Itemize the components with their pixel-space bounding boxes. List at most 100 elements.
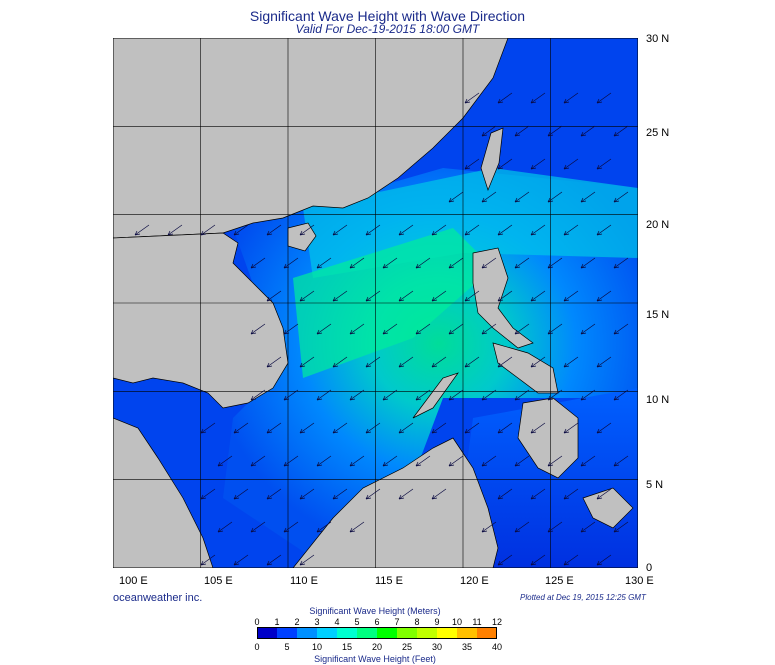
wave-arrow [514, 521, 530, 533]
wave-arrow [481, 455, 497, 467]
wave-arrow [514, 125, 530, 137]
wave-arrow [448, 191, 464, 203]
wave-arrow [316, 389, 332, 401]
wave-arrow [514, 389, 530, 401]
wave-arrow [530, 290, 546, 302]
wave-arrow [431, 422, 447, 434]
wave-direction-arrows [134, 92, 629, 566]
wave-arrow [530, 224, 546, 236]
wave-arrow [316, 455, 332, 467]
colorbar-meter-tick: 3 [314, 617, 320, 627]
wave-arrow [547, 455, 563, 467]
colorbar-swatch [417, 627, 438, 639]
wave-arrow [530, 92, 546, 104]
wave-arrow [448, 389, 464, 401]
colorbar-feet-tick: 5 [284, 642, 290, 652]
wave-arrow [365, 290, 381, 302]
wave-arrow [613, 323, 629, 335]
wave-arrow [250, 521, 266, 533]
wave-arrow [497, 158, 513, 170]
colorbar-meter-tick: 7 [394, 617, 400, 627]
lon-label-100: 100 E [119, 575, 148, 587]
wave-arrow [580, 521, 596, 533]
sulawesi-land [582, 487, 634, 529]
wave-arrow [382, 323, 398, 335]
wave-arrow [266, 554, 282, 566]
wave-arrow [580, 125, 596, 137]
wave-arrow [464, 356, 480, 368]
wave-arrow [398, 290, 414, 302]
wave-arrow [431, 488, 447, 500]
wave-arrow [431, 356, 447, 368]
wave-arrow [415, 257, 431, 269]
wave-arrow [596, 422, 612, 434]
lon-label-120: 120 E [460, 575, 489, 587]
colorbar-swatch [377, 627, 398, 639]
colorbar-feet-tick: 0 [254, 642, 260, 652]
wave-arrow [497, 356, 513, 368]
wave-arrow [563, 224, 579, 236]
wave-arrow [398, 422, 414, 434]
wave-arrow [332, 290, 348, 302]
wave-arrow [299, 422, 315, 434]
wave-arrow [167, 224, 183, 236]
colorbar-swatch [257, 627, 278, 639]
wave-arrow [299, 356, 315, 368]
wave-arrow [481, 521, 497, 533]
wave-arrow [283, 323, 299, 335]
wave-arrow [514, 191, 530, 203]
lat-label-0: 0 [646, 562, 653, 574]
wave-arrow [365, 356, 381, 368]
china-land [113, 38, 509, 239]
wave-arrow [398, 224, 414, 236]
wave-arrow [349, 455, 365, 467]
wave-arrow [530, 488, 546, 500]
wave-arrow [448, 455, 464, 467]
colorbar-feet-tick: 40 [491, 642, 503, 652]
colorbar-frame [257, 627, 497, 639]
wave-arrow [316, 323, 332, 335]
lon-label-125: 125 E [545, 575, 574, 587]
wave-arrow [250, 389, 266, 401]
wave-arrow [382, 389, 398, 401]
wave-arrow [530, 554, 546, 566]
wave-arrow [481, 323, 497, 335]
wave-arrow [266, 356, 282, 368]
wave-arrow [563, 488, 579, 500]
wave-arrow [563, 92, 579, 104]
wave-arrow [283, 455, 299, 467]
wave-arrow [563, 356, 579, 368]
wave-arrow [514, 455, 530, 467]
wave-arrow [233, 554, 249, 566]
wave-arrow [547, 323, 563, 335]
wave-arrow [613, 389, 629, 401]
wave-arrow [415, 389, 431, 401]
lat-label-25: 25 N [646, 127, 670, 139]
lon-label-130: 130 E [625, 575, 654, 587]
wave-arrow [448, 323, 464, 335]
wave-arrow [481, 125, 497, 137]
wave-arrow [217, 521, 233, 533]
wave-arrow [415, 455, 431, 467]
colorbar [257, 627, 497, 639]
colorbar-swatch [437, 627, 458, 639]
wave-arrow [233, 422, 249, 434]
wave-arrow [349, 521, 365, 533]
colorbar-swatch [357, 627, 378, 639]
wave-arrow [481, 257, 497, 269]
colorbar-feet-tick: 20 [371, 642, 383, 652]
wave-arrow [200, 488, 216, 500]
wave-arrow [299, 554, 315, 566]
wave-arrow [365, 422, 381, 434]
wave-arrow [349, 323, 365, 335]
wave-arrow [514, 323, 530, 335]
wave-arrow [530, 356, 546, 368]
visayas-islands [492, 342, 559, 394]
colorbar-title-feet: Significant Wave Height (Feet) [314, 654, 436, 664]
wave-arrow [382, 455, 398, 467]
wave-arrow [200, 224, 216, 236]
wave-arrow [250, 257, 266, 269]
wave-arrow [497, 224, 513, 236]
wave-arrow [547, 389, 563, 401]
wave-arrow [299, 290, 315, 302]
